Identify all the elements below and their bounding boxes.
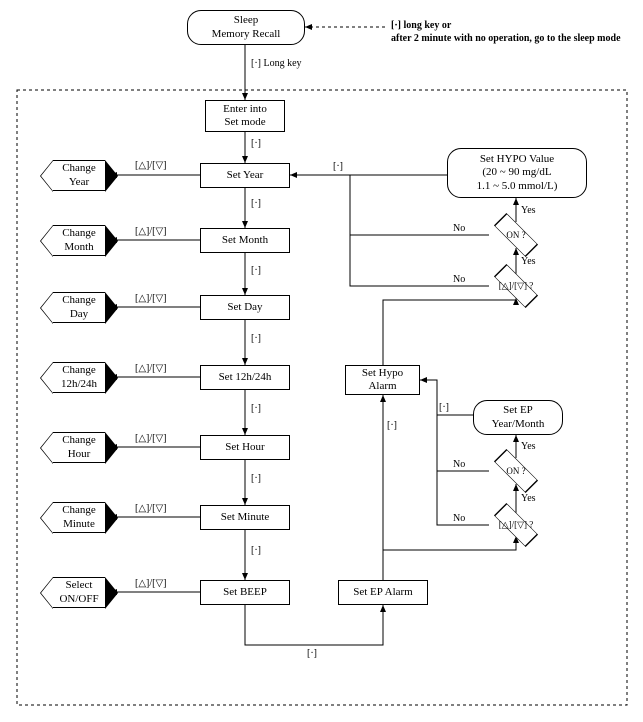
label-ud-6: [△]/[▽] <box>135 503 166 514</box>
label-no-1: No <box>453 223 465 234</box>
label-dot-4: [·] <box>251 333 261 344</box>
node-change-month: Change Month <box>53 225 105 256</box>
node-change-day-label: Change Day <box>62 294 96 320</box>
node-change-minute: Change Minute <box>53 502 105 533</box>
node-on1-label: ON ? <box>506 230 525 240</box>
node-change-year: Change Year <box>53 160 105 191</box>
label-ud-4: [△]/[▽] <box>135 363 166 374</box>
node-set-month: Set Month <box>200 228 290 253</box>
label-yes-2: Yes <box>521 256 536 267</box>
label-dot-8: [·] <box>307 648 317 659</box>
label-no-3: No <box>453 459 465 470</box>
node-set-hypo-alarm-label: Set Hypo Alarm <box>362 367 403 393</box>
label-dot-6: [·] <box>251 473 261 484</box>
node-enter: Enter into Set mode <box>205 100 285 132</box>
node-set-minute-label: Set Minute <box>221 511 270 524</box>
label-ud-7: [△]/[▽] <box>135 578 166 589</box>
node-set-1224-label: Set 12h/24h <box>219 371 272 384</box>
node-change-hour-label: Change Hour <box>62 434 96 460</box>
label-dot-r2: [·] <box>387 420 397 431</box>
node-change-month-label: Change Month <box>62 227 96 253</box>
node-set-hour: Set Hour <box>200 435 290 460</box>
label-longkey: [·] Long key <box>251 58 302 69</box>
node-set-day: Set Day <box>200 295 290 320</box>
label-ud-2: [△]/[▽] <box>135 226 166 237</box>
node-sleep: Sleep Memory Recall <box>187 10 305 45</box>
label-yes-1: Yes <box>521 205 536 216</box>
node-set-minute: Set Minute <box>200 505 290 530</box>
label-no-2: No <box>453 274 465 285</box>
node-set-year: Set Year <box>200 163 290 188</box>
flowchart-canvas: [·] long key or after 2 minute with no o… <box>5 5 638 717</box>
node-updown1-label: [△]/[▽] ? <box>499 281 534 292</box>
node-updown2: [△]/[▽] ? <box>494 514 538 536</box>
node-set-hypo-value: Set HYPO Value (20 ~ 90 mg/dL 1.1 ~ 5.0 … <box>447 148 587 198</box>
node-set-month-label: Set Month <box>222 234 268 247</box>
label-dot-2: [·] <box>251 198 261 209</box>
node-updown1: [△]/[▽] ? <box>494 275 538 297</box>
node-set-hypo-value-label: Set HYPO Value (20 ~ 90 mg/dL 1.1 ~ 5.0 … <box>477 153 558 193</box>
node-set-ep-alarm-label: Set EP Alarm <box>353 586 412 599</box>
note-line2: after 2 minute with no operation, go to … <box>391 33 621 44</box>
node-select-onoff: Select ON/OFF <box>53 577 105 608</box>
label-ud-3: [△]/[▽] <box>135 293 166 304</box>
node-select-onoff-label: Select ON/OFF <box>59 579 98 605</box>
node-change-hour: Change Hour <box>53 432 105 463</box>
node-set-ep-ym: Set EP Year/Month <box>473 400 563 435</box>
label-dot-3: [·] <box>251 265 261 276</box>
node-sleep-label: Sleep Memory Recall <box>212 14 281 40</box>
label-yes-4: Yes <box>521 493 536 504</box>
note-line1-icon: [·] <box>391 20 401 31</box>
label-dot-7: [·] <box>251 545 261 556</box>
node-set-ep-ym-label: Set EP Year/Month <box>492 404 545 430</box>
node-set-day-label: Set Day <box>227 301 262 314</box>
label-dot-1: [·] <box>251 138 261 149</box>
note-text: [·] long key or after 2 minute with no o… <box>391 19 626 45</box>
node-on1: ON ? <box>494 224 538 246</box>
node-set-hypo-alarm: Set Hypo Alarm <box>345 365 420 395</box>
node-set-year-label: Set Year <box>227 169 264 182</box>
label-ud-1: [△]/[▽] <box>135 160 166 171</box>
label-dot-r1: [·] <box>333 161 343 172</box>
node-change-1224-label: Change 12h/24h <box>61 364 97 390</box>
node-set-beep: Set BEEP <box>200 580 290 605</box>
label-ud-5: [△]/[▽] <box>135 433 166 444</box>
node-change-day: Change Day <box>53 292 105 323</box>
node-set-beep-label: Set BEEP <box>223 586 267 599</box>
node-change-1224: Change 12h/24h <box>53 362 105 393</box>
node-set-1224: Set 12h/24h <box>200 365 290 390</box>
node-enter-label: Enter into Set mode <box>223 103 267 129</box>
label-dot-5: [·] <box>251 403 261 414</box>
node-change-year-label: Change Year <box>62 162 96 188</box>
node-set-hour-label: Set Hour <box>225 441 264 454</box>
label-no-4: No <box>453 513 465 524</box>
label-dot-r3: [·] <box>439 402 449 413</box>
note-line1-rest: long key or <box>401 20 451 31</box>
node-set-ep-alarm: Set EP Alarm <box>338 580 428 605</box>
node-on2-label: ON ? <box>506 466 525 476</box>
node-on2: ON ? <box>494 460 538 482</box>
connector-lines <box>5 5 638 717</box>
label-yes-3: Yes <box>521 441 536 452</box>
node-updown2-label: [△]/[▽] ? <box>499 520 534 531</box>
node-change-minute-label: Change Minute <box>62 504 96 530</box>
